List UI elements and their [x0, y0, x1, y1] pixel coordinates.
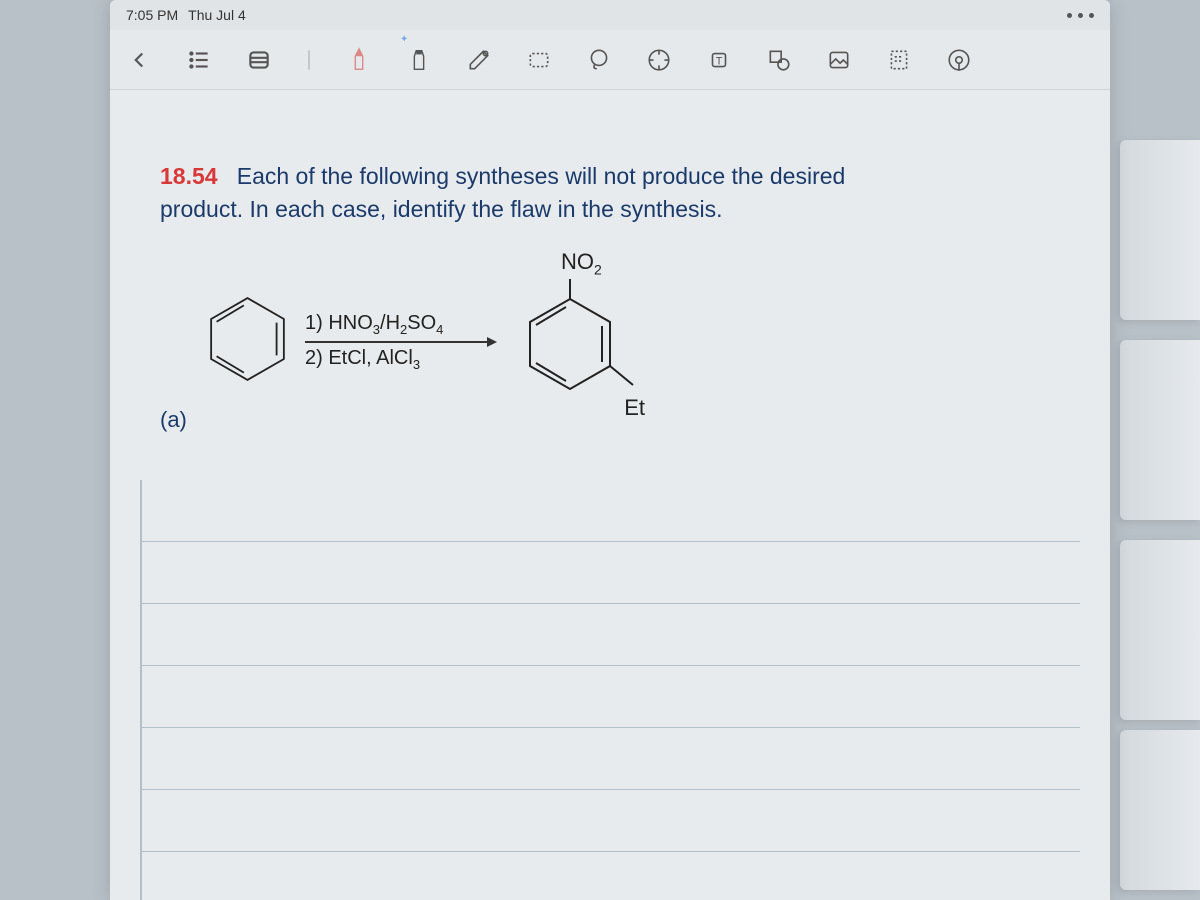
list-icon[interactable] [182, 43, 216, 77]
favorite-star-icon: ✦ [400, 34, 408, 45]
reaction-arrow: 1) HNO3/H2SO4 2) EtCl, AlCl3 [305, 312, 505, 372]
svg-text:T: T [716, 55, 723, 67]
reagent-1: 1) HNO3/H2SO4 [305, 312, 443, 337]
text-icon[interactable]: T [702, 43, 736, 77]
status-time: 7:05 PM [126, 7, 178, 23]
pencil-icon[interactable] [462, 43, 496, 77]
page-content: 18.54 Each of the following syntheses wi… [110, 90, 1110, 900]
document-icon[interactable] [882, 43, 916, 77]
media-icon[interactable] [942, 43, 976, 77]
no2-label: NO2 [561, 249, 602, 277]
marker-icon[interactable] [402, 43, 436, 77]
tablet-screen: 7:05 PM Thu Jul 4 [110, 0, 1110, 900]
ruled-line [140, 480, 1080, 542]
image-icon[interactable] [822, 43, 856, 77]
lasso-icon[interactable] [582, 43, 616, 77]
ruler-icon[interactable] [642, 43, 676, 77]
reaction-scheme: (a) 1) HNO3/H2SO4 2) EtCl, AlCl3 [160, 257, 1060, 427]
pen-icon[interactable] [342, 43, 376, 77]
et-label: Et [624, 395, 645, 421]
problem-number: 18.54 [160, 163, 218, 189]
shapes-icon[interactable] [762, 43, 796, 77]
thumbnails-icon[interactable] [242, 43, 276, 77]
divider-icon [302, 43, 316, 77]
problem-line1: Each of the following syntheses will not… [237, 163, 846, 189]
eraser-icon[interactable] [522, 43, 556, 77]
margin-rule [140, 480, 142, 900]
product-structure: NO2 Et [515, 257, 655, 427]
reagent-2: 2) EtCl, AlCl3 [305, 347, 420, 372]
lined-notebook-area [110, 480, 1110, 900]
app-toolbar: T [110, 30, 1110, 90]
arrow-line [305, 341, 495, 343]
ruled-line [140, 728, 1080, 790]
more-dots-icon[interactable] [1067, 13, 1094, 18]
ruled-line [140, 790, 1080, 852]
tab-sheet [1120, 340, 1200, 520]
tab-sheet [1120, 730, 1200, 890]
ruled-line [140, 542, 1080, 604]
back-icon[interactable] [122, 43, 156, 77]
status-date: Thu Jul 4 [188, 7, 246, 23]
problem-line2: product. In each case, identify the flaw… [160, 196, 723, 222]
problem-statement: 18.54 Each of the following syntheses wi… [160, 160, 1060, 227]
benzene-reactant [200, 289, 295, 394]
side-page-tabs [1110, 140, 1200, 900]
status-bar: 7:05 PM Thu Jul 4 [110, 0, 1110, 30]
tab-sheet [1120, 140, 1200, 320]
ruled-line [140, 604, 1080, 666]
ruled-line [140, 666, 1080, 728]
tab-sheet [1120, 540, 1200, 720]
part-label: (a) [160, 407, 187, 433]
